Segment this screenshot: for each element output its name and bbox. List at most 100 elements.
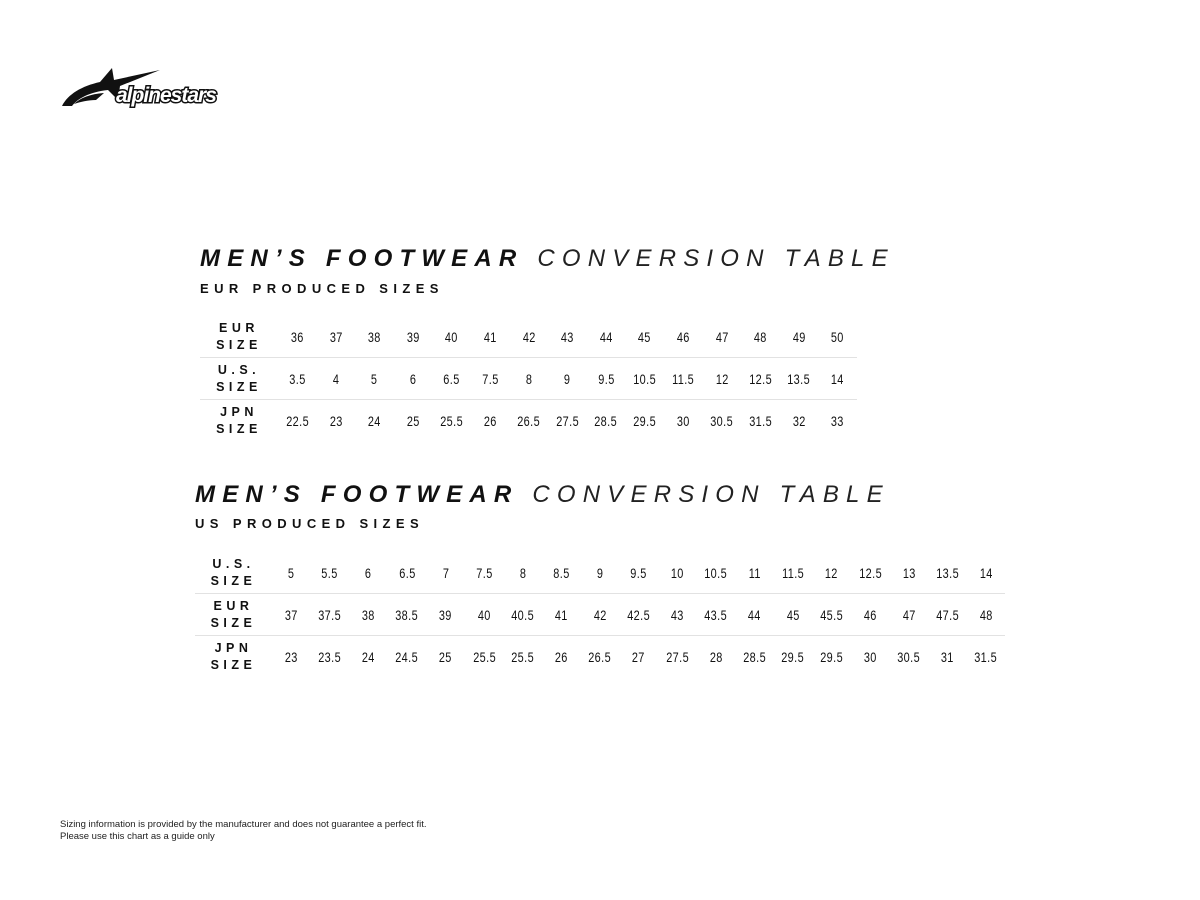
size-cell: 11.5 — [663, 357, 703, 400]
size-value: 26.5 — [588, 648, 612, 665]
size-cell: 46 — [664, 316, 703, 358]
size-cell: 10 — [658, 552, 697, 594]
size-cell: 39 — [426, 593, 465, 636]
size-cell: 47 — [703, 316, 742, 358]
size-cell: 48 — [966, 593, 1006, 636]
size-cell: 40 — [464, 593, 504, 636]
size-cell: 36 — [278, 316, 317, 358]
size-cell: 25 — [393, 399, 433, 441]
size-cell: 40 — [432, 316, 471, 358]
size-cell: 49 — [780, 316, 819, 358]
size-value: 40 — [445, 328, 459, 345]
size-cell: 14 — [818, 357, 857, 400]
size-value: 39 — [406, 328, 420, 345]
size-value: 25.5 — [440, 412, 464, 429]
size-cell: 8.5 — [542, 552, 581, 594]
table-row: EUR SIZE 37 37.5 38 38.5 39 40 40.5 41 42 42.5 43 43.… — [195, 593, 1006, 636]
size-cell: 31 — [928, 635, 967, 677]
size-cell: 7 — [426, 552, 465, 594]
size-cell: 11.5 — [774, 552, 813, 594]
size-value: 12 — [715, 370, 729, 387]
size-cell: 6.5 — [432, 357, 471, 400]
size-value: 9.5 — [630, 564, 647, 581]
size-cell: 27 — [619, 635, 658, 677]
table1-title: MEN’S FOOTWEAR CONVERSION TABLE — [200, 245, 895, 272]
star-logo-icon — [62, 68, 160, 106]
size-cell: 32 — [779, 399, 819, 441]
size-value: 43.5 — [704, 606, 728, 623]
alpinestars-logo: alpinestars — [62, 68, 219, 109]
us-produced-sizes-table: U.S. SIZE 5 5.5 6 6.5 7 7.5 8 8.5 9 9.5 10 10.5 11 11.5… — [195, 552, 1006, 677]
size-value: 6 — [365, 564, 372, 581]
size-value: 6.5 — [398, 564, 416, 581]
size-cell: 12 — [812, 552, 851, 594]
size-value: 7 — [442, 564, 449, 581]
size-value: 47 — [715, 328, 729, 345]
size-value: 13 — [902, 564, 916, 581]
size-cell: 26 — [542, 635, 581, 677]
size-value: 8 — [519, 564, 527, 581]
size-cell: 39 — [394, 316, 433, 358]
size-value: 48 — [979, 606, 993, 623]
size-cell: 4 — [316, 357, 356, 400]
size-cell: 42.5 — [619, 593, 658, 636]
size-value: 37.5 — [318, 606, 342, 623]
size-value: 23 — [329, 412, 343, 429]
size-value: 12.5 — [858, 564, 882, 581]
size-cell: 45 — [625, 316, 664, 358]
size-cell: 12 — [702, 357, 742, 400]
size-value: 33 — [831, 412, 845, 429]
size-cell: 14 — [967, 552, 1006, 594]
size-cell: 42 — [510, 316, 549, 358]
size-value: 7.5 — [476, 564, 493, 581]
size-cell: 29.5 — [773, 635, 813, 677]
table-row: U.S. SIZE 5 5.5 6 6.5 7 7.5 8 8.5 9 9.5 10 10.5 11 11.5… — [195, 552, 1005, 594]
size-cell: 25.5 — [464, 635, 504, 677]
size-value: 11.5 — [672, 370, 695, 387]
size-cell: 37 — [272, 593, 311, 636]
size-value: 30 — [863, 648, 877, 665]
size-value: 43 — [670, 606, 684, 623]
size-cell: 3.5 — [278, 357, 317, 400]
size-value: 4 — [332, 370, 340, 387]
size-value: 25 — [406, 412, 420, 429]
size-value: 10.5 — [704, 564, 728, 581]
size-value: 42.5 — [627, 606, 651, 623]
size-value: 6.5 — [443, 370, 460, 387]
size-value: 22.5 — [285, 412, 309, 429]
size-cell: 26.5 — [509, 399, 549, 441]
size-cell: 25.5 — [432, 399, 471, 441]
size-value: 24.5 — [395, 648, 419, 665]
size-value: 26.5 — [517, 412, 541, 429]
size-value: 45.5 — [820, 606, 844, 623]
size-cell: 31.5 — [741, 399, 780, 441]
size-value: 11 — [748, 564, 761, 581]
row-label-bottom: SIZE — [210, 615, 257, 630]
size-cell: 12.5 — [851, 552, 890, 594]
size-cell: 30 — [663, 399, 703, 441]
row-label-bottom: SIZE — [210, 573, 257, 588]
size-value: 37 — [284, 606, 298, 623]
size-value: 38 — [362, 606, 375, 623]
size-value: 23 — [284, 648, 298, 665]
size-cell: 24 — [349, 635, 388, 677]
size-value: 27.5 — [556, 412, 579, 429]
size-cell: 29.5 — [625, 399, 664, 441]
size-cell: 40.5 — [503, 593, 543, 636]
size-value: 27.5 — [665, 648, 689, 665]
size-cell: 7.5 — [465, 552, 504, 594]
disclaimer-line-2: Please use this chart as a guide only — [60, 831, 215, 842]
size-value: 9 — [596, 564, 604, 581]
size-value: 3.5 — [289, 370, 306, 387]
table1-subtitle: EUR PRODUCED SIZES — [200, 281, 444, 296]
size-cell: 13 — [890, 552, 929, 594]
size-value: 6 — [409, 370, 417, 387]
size-value: 13.5 — [935, 564, 959, 581]
size-cell: 30 — [850, 635, 890, 677]
size-value: 49 — [792, 328, 806, 345]
size-value: 7.5 — [482, 370, 499, 387]
size-cell: 37.5 — [310, 593, 350, 636]
size-value: 27 — [632, 648, 646, 665]
size-cell: 5 — [272, 552, 311, 594]
size-value: 29.5 — [820, 648, 844, 665]
